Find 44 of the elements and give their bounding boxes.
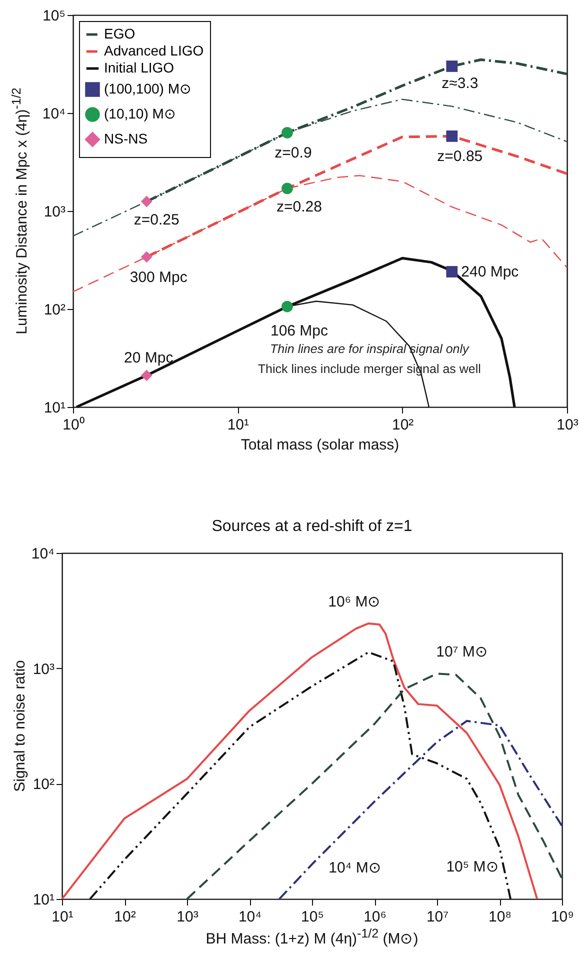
y-tick-label: 10¹ <box>32 892 54 908</box>
y-tick-label: 10⁴ <box>42 106 66 122</box>
legend-label: (100,100) M⊙ <box>104 80 192 96</box>
x-tick-label: 10⁸ <box>488 908 512 926</box>
annotation: 10⁴ M⊙ <box>328 859 382 876</box>
y-tick-label: 10² <box>32 776 54 794</box>
annotation: 20 Mpc <box>124 349 174 366</box>
y-tick-label: 10⁵ <box>42 8 66 24</box>
y-tick-label: 10³ <box>32 660 54 678</box>
x-axis-title: Total mass (solar mass) <box>240 436 400 454</box>
annotation: 10⁷ M⊙ <box>436 644 488 661</box>
annotation: z≈3.3 <box>442 75 478 92</box>
x-axis-title: BH Mass: (1+z) M (4η)$^{-1/2}$ (M⊙) <box>206 926 418 948</box>
x-tick-label: 10² <box>114 908 136 926</box>
annotation: z=0.28 <box>276 198 322 216</box>
x-tick-label: 10⁶ <box>364 908 386 926</box>
annotation: 10⁶ M⊙ <box>328 593 381 610</box>
legend-label: (10,10) M⊙ <box>104 106 176 122</box>
x-tick-label: 10⁰ <box>62 416 84 434</box>
annotation: 300 Mpc <box>130 268 188 286</box>
x-tick-label: 10⁹ <box>550 908 574 926</box>
annotation: z=0.85 <box>437 148 483 166</box>
y-tick-label: 10² <box>44 302 66 318</box>
annotation: z=0.25 <box>134 212 180 229</box>
annotation: 106 Mpc <box>270 322 328 340</box>
annotation: z=0.9 <box>274 144 312 162</box>
x-tick-label: 10³ <box>176 908 198 926</box>
legend-label: NS-NS <box>104 130 148 146</box>
x-tick-label: 10¹ <box>227 416 250 434</box>
x-tick-label: 10³ <box>556 416 578 434</box>
y-tick-label: 10¹ <box>44 400 66 416</box>
legend-label: Advanced LIGO <box>104 42 204 58</box>
x-tick-label: 10⁴ <box>238 908 262 926</box>
x-tick-label: 10⁷ <box>426 908 449 926</box>
x-tick-label: 10² <box>392 416 414 434</box>
legend-label: Initial LIGO <box>104 60 174 76</box>
x-tick-label: 10⁵ <box>301 908 324 926</box>
annotation: 240 Mpc <box>461 264 520 281</box>
y-axis-title: Signal to noise ratio <box>12 660 28 792</box>
annotation: 10⁵ M⊙ <box>446 858 499 876</box>
y-tick-label: 10³ <box>44 204 66 220</box>
legend-label: EGO <box>104 26 136 42</box>
y-tick-label: 10⁴ <box>31 546 54 562</box>
chart-title: Sources at a red-shift of z=1 <box>212 518 412 535</box>
